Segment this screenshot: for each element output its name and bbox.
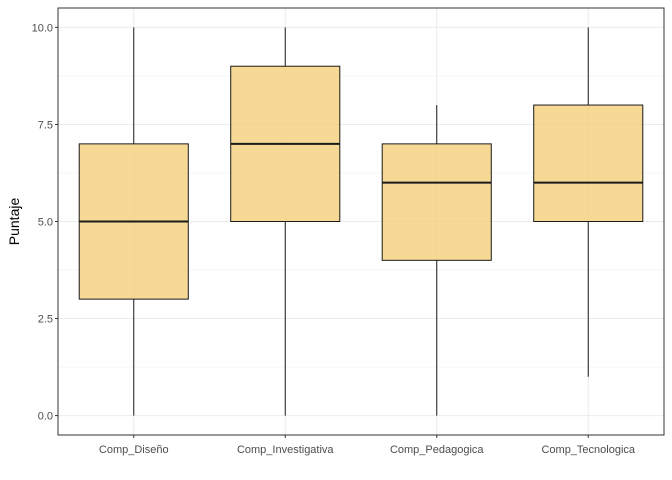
y-tick-label: 0.0 <box>38 411 53 423</box>
x-tick-label: Comp_Diseño <box>99 444 169 456</box>
y-tick-label: 5.0 <box>38 217 53 229</box>
box-3 <box>533 27 644 377</box>
box-0 <box>78 27 189 416</box>
y-tick-label: 10.0 <box>32 22 53 34</box>
x-tick-label: Comp_Pedagogica <box>390 444 484 456</box>
x-tick-label: Comp_Investigativa <box>237 444 334 456</box>
x-axis: Comp_Diseño Comp_Investigativa Comp_Pedago… <box>99 435 636 456</box>
box-iqr <box>381 143 492 261</box>
y-tick-label: 2.5 <box>38 314 53 326</box>
x-tick-label: Comp_Tecnologica <box>541 444 635 456</box>
y-axis-title: Puntaje <box>6 198 22 246</box>
box-group <box>78 27 644 416</box>
box-iqr <box>533 104 644 222</box>
y-tick-label: 7.5 <box>38 119 53 131</box>
box-2 <box>381 105 492 416</box>
box-1 <box>230 27 341 416</box>
y-axis: 0.0 2.5 5.0 7.5 10.0 <box>32 22 58 423</box>
